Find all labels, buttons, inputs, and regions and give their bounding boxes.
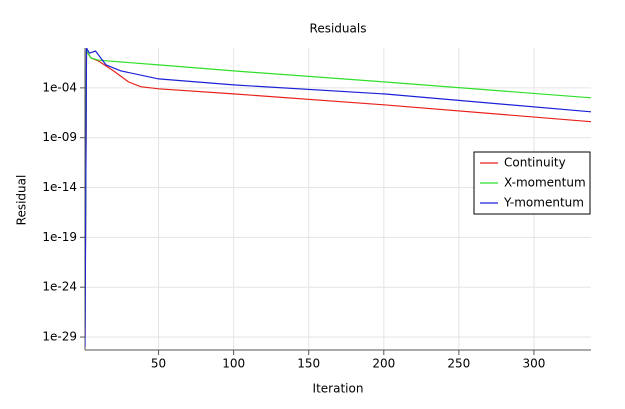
y-tick-label: 1e-09: [42, 130, 77, 144]
x-tick-label: 200: [372, 357, 395, 371]
y-tick-label: 1e-24: [42, 280, 77, 294]
y-tick-label: 1e-04: [42, 80, 77, 94]
series-line: [85, 48, 591, 348]
x-tick-label: 300: [522, 357, 545, 371]
x-tick-label: 50: [151, 357, 166, 371]
x-tick-label: 150: [297, 357, 320, 371]
chart-title: Residuals: [310, 22, 367, 36]
y-tick-label: 1e-14: [42, 180, 77, 194]
y-tick-label: 1e-29: [42, 330, 77, 344]
legend-label: Y-momentum: [503, 196, 584, 210]
y-tick-label: 1e-19: [42, 230, 77, 244]
legend-label: Continuity: [504, 156, 566, 170]
x-axis-label: Iteration: [313, 382, 364, 396]
y-axis-label: Residual: [15, 175, 29, 226]
x-tick-label: 100: [222, 357, 245, 371]
legend-label: X-momentum: [504, 176, 586, 190]
x-tick-label: 250: [447, 357, 470, 371]
series-line: [85, 48, 591, 328]
